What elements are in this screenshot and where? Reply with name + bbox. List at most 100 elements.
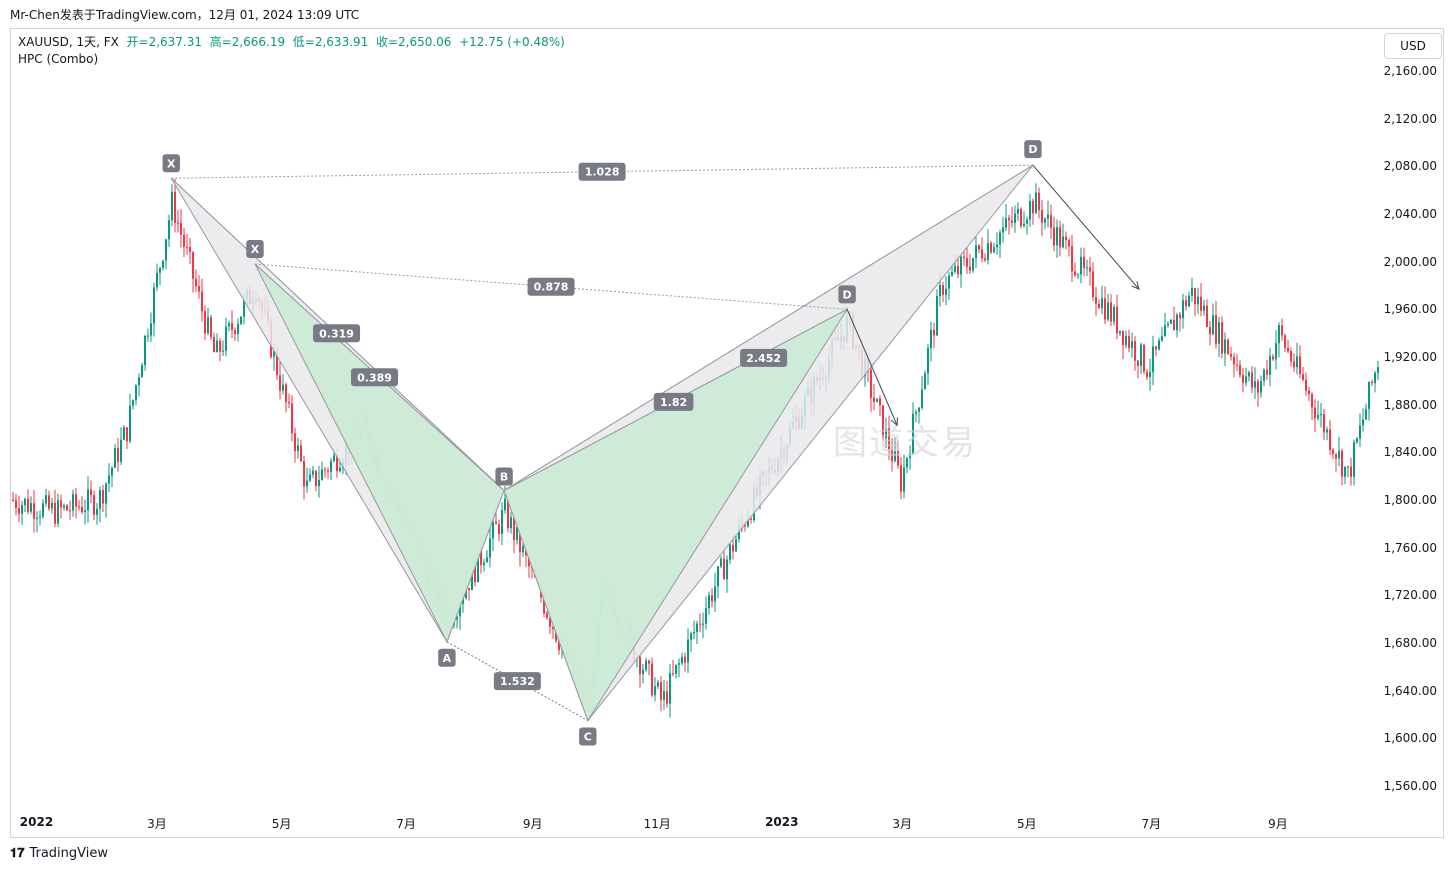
point-label-b[interactable]: B: [495, 467, 513, 486]
candle-body: [318, 479, 320, 487]
candle-body: [1134, 341, 1136, 361]
candle-body: [1344, 466, 1346, 477]
candle-body: [1299, 356, 1301, 375]
candle-body: [921, 389, 923, 408]
candle-body: [498, 524, 500, 534]
candle-body: [1005, 218, 1007, 228]
point-label-a[interactable]: A: [438, 648, 456, 667]
price-tick: 1,680.00: [1383, 636, 1437, 650]
candle-body: [945, 288, 947, 295]
ratio-label-bcd[interactable]: 1.82: [653, 392, 694, 411]
time-tick: 3月: [892, 817, 913, 831]
candle-body: [1188, 295, 1190, 307]
candle-body: [93, 495, 95, 515]
candle-body: [192, 252, 194, 279]
candle-body: [726, 559, 728, 580]
candle-body: [324, 469, 326, 471]
candle-body: [966, 258, 968, 267]
point-label-c[interactable]: C: [579, 727, 597, 746]
candle-body: [468, 588, 470, 591]
candle-body: [519, 527, 521, 553]
ratio-label-xd-text: 0.878: [534, 281, 569, 294]
candle-body: [1089, 267, 1091, 272]
currency-button[interactable]: USD: [1384, 33, 1442, 59]
candle-body: [141, 365, 143, 378]
candle-body: [951, 271, 953, 276]
candle-body: [1032, 200, 1034, 214]
ratio-label-xd[interactable]: 0.878: [527, 277, 575, 296]
candle-body: [1026, 219, 1028, 224]
ratio-label-xd-bg: [527, 277, 575, 296]
candle-body: [138, 377, 140, 386]
candle-body: [1107, 302, 1109, 320]
ratio-label-xab-large[interactable]: 0.389: [351, 368, 399, 387]
candle-body: [129, 405, 131, 442]
point-label-x-large[interactable]: X: [162, 154, 180, 173]
candle-body: [1227, 339, 1229, 355]
candle-body: [876, 398, 878, 402]
candle-body: [465, 588, 467, 599]
ratio-label-bcd-large[interactable]: 2.452: [740, 348, 788, 367]
projection-arrow-2[interactable]: [1032, 164, 1140, 290]
candle-body: [243, 299, 245, 317]
candle-body: [690, 633, 692, 640]
indicator-name[interactable]: HPC (Combo): [18, 52, 99, 66]
candle-body: [240, 316, 242, 325]
candle-body: [213, 336, 215, 353]
candle-body: [1170, 319, 1172, 324]
candle-body: [12, 500, 14, 501]
chart-pane[interactable]: [10, 28, 1444, 838]
candle-body: [885, 428, 887, 439]
tradingview-brand[interactable]: 𝟏𝟕 TradingView: [10, 846, 108, 861]
candle-body: [729, 544, 731, 560]
candle-body: [1044, 218, 1046, 223]
ratio-label-ac[interactable]: 1.532: [493, 672, 541, 691]
time-axis[interactable]: 2022 3月 5月 7月 9月 11月 2023 3月 5月 7月 9月: [10, 815, 1380, 835]
candle-body: [207, 317, 209, 334]
ratio-label-xab-large-text: 0.389: [357, 371, 392, 384]
candle-body: [1362, 419, 1364, 426]
candle-body: [1167, 323, 1169, 326]
candle-body: [477, 548, 479, 583]
candle-body: [1332, 450, 1334, 455]
candle-body: [1365, 408, 1367, 420]
close-value: 收=2,650.06: [375, 35, 452, 49]
candle-body: [900, 465, 902, 492]
candle-body: [84, 510, 86, 513]
candle-body: [1371, 381, 1373, 384]
candle-body: [1314, 407, 1316, 419]
ratio-line-bd-large[interactable]: [503, 164, 1034, 491]
candle-body: [1230, 354, 1232, 357]
candle-body: [69, 510, 71, 512]
pattern-triangle-xab[interactable]: [254, 263, 505, 644]
candle-body: [180, 222, 182, 235]
candle-body: [42, 503, 44, 517]
ratio-label-xab[interactable]: 0.319: [313, 324, 361, 343]
candle-body: [1305, 379, 1307, 391]
point-label-d-text: D: [843, 288, 852, 301]
candle-body: [1206, 305, 1208, 328]
point-label-d-large[interactable]: D: [1024, 140, 1042, 159]
pattern-triangle-bcd[interactable]: [503, 308, 849, 722]
candle-body: [231, 323, 233, 330]
ratio-label-xd-large[interactable]: 1.028: [578, 162, 626, 181]
point-label-d-large-bg: [1024, 140, 1042, 159]
candle-body: [888, 428, 890, 450]
candle-body: [894, 451, 896, 462]
time-tick: 3月: [147, 817, 167, 831]
price-tick: 2,080.00: [1383, 159, 1437, 174]
candle-body: [948, 275, 950, 289]
candle-body: [225, 326, 227, 351]
candle-body: [543, 597, 545, 614]
point-label-d[interactable]: D: [838, 285, 856, 304]
point-label-c-text: C: [584, 730, 592, 743]
point-label-x[interactable]: X: [246, 240, 264, 259]
projection-arrow-1[interactable]: [846, 309, 898, 426]
candle-body: [87, 489, 89, 511]
candle-body: [1155, 346, 1157, 350]
symbol-info[interactable]: XAUUSD, 1天, FX: [18, 35, 119, 49]
candle-body: [918, 407, 920, 412]
candle-body: [1338, 450, 1340, 459]
candle-body: [495, 521, 497, 525]
